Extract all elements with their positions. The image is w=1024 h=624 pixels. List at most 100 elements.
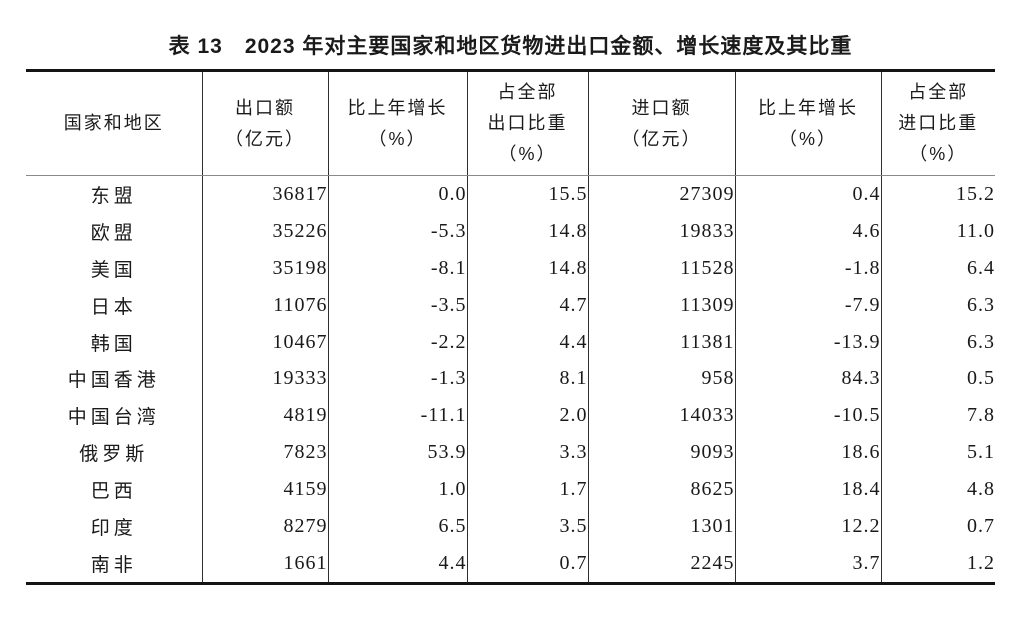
export-growth-cell: -1.3 bbox=[327, 360, 467, 398]
export-share-cell: 4.4 bbox=[466, 323, 588, 361]
export-share-cell: 3.3 bbox=[466, 434, 588, 472]
region-cell: 美国 bbox=[90, 259, 137, 281]
export-growth-cell: 4.4 bbox=[327, 544, 467, 584]
col-header-import-share-line1: 占全部 bbox=[908, 82, 969, 102]
import-value-cell: 1301 bbox=[587, 508, 735, 545]
table-row: 东盟 36817 0.0 15.5 27309 0.4 15.2 bbox=[26, 175, 995, 213]
col-header-import-growth-line1: 比上年增长 bbox=[758, 97, 858, 118]
col-header-import-growth: 比上年增长 （%） bbox=[734, 70, 881, 176]
table-title: 表 13 2023 年对主要国家和地区货物进出口金额、增长速度及其比重 bbox=[168, 35, 853, 58]
table-header: 国家和地区 出口额 （亿元） 比上年增长 （%） 占全部 出口比重 （%） 进口… bbox=[26, 70, 995, 176]
export-share-cell: 2.0 bbox=[466, 397, 588, 435]
region-cell: 中国台湾 bbox=[67, 407, 160, 429]
export-value-cell: 7823 bbox=[201, 434, 328, 472]
col-header-import-value-line2: （亿元） bbox=[621, 128, 702, 149]
region-cell: 日本 bbox=[90, 296, 137, 318]
region-cell: 中国香港 bbox=[67, 370, 160, 392]
import-share-cell: 15.2 bbox=[880, 175, 995, 213]
col-header-export-share-line3: （%） bbox=[498, 144, 557, 164]
export-growth-cell: -3.5 bbox=[327, 286, 467, 324]
col-header-export-growth-line1: 比上年增长 bbox=[347, 97, 448, 118]
trade-table: 国家和地区 出口额 （亿元） 比上年增长 （%） 占全部 出口比重 （%） 进口… bbox=[26, 69, 995, 585]
import-growth-cell: -1.8 bbox=[734, 249, 881, 287]
import-share-cell: 6.3 bbox=[880, 286, 995, 324]
export-growth-cell: 0.0 bbox=[327, 175, 467, 213]
import-share-cell: 0.5 bbox=[880, 360, 995, 398]
import-growth-cell: 4.6 bbox=[734, 212, 881, 250]
col-header-export-share-line2: 出口比重 bbox=[487, 113, 568, 133]
import-share-cell: 1.2 bbox=[880, 544, 995, 584]
col-header-import-share-line2: 进口比重 bbox=[898, 113, 979, 133]
table-row: 美国 35198 -8.1 14.8 11528 -1.8 6.4 bbox=[26, 249, 995, 287]
col-header-export-share-line1: 占全部 bbox=[497, 82, 558, 102]
import-value-cell: 8625 bbox=[587, 471, 735, 509]
import-value-cell: 958 bbox=[587, 360, 735, 398]
import-share-cell: 11.0 bbox=[880, 212, 995, 250]
export-share-cell: 8.1 bbox=[466, 360, 588, 398]
region-cell: 俄罗斯 bbox=[79, 444, 149, 466]
table-body: 东盟 36817 0.0 15.5 27309 0.4 15.2 欧盟 3522… bbox=[26, 175, 995, 584]
export-growth-cell: 53.9 bbox=[327, 434, 467, 472]
import-growth-cell: 18.4 bbox=[734, 471, 881, 509]
col-header-import-share-line3: （%） bbox=[909, 144, 968, 164]
region-cell: 印度 bbox=[90, 517, 137, 539]
header-row: 国家和地区 出口额 （亿元） 比上年增长 （%） 占全部 出口比重 （%） 进口… bbox=[26, 70, 995, 176]
col-header-import-value-line1: 进口额 bbox=[631, 97, 692, 118]
region-cell: 南非 bbox=[90, 554, 137, 576]
import-share-cell: 6.4 bbox=[880, 249, 995, 287]
export-share-cell: 15.5 bbox=[466, 175, 588, 213]
export-growth-cell: 1.0 bbox=[327, 471, 467, 509]
export-value-cell: 1661 bbox=[201, 544, 328, 584]
import-growth-cell: -7.9 bbox=[734, 286, 881, 324]
import-value-cell: 11381 bbox=[587, 323, 735, 361]
import-share-cell: 0.7 bbox=[880, 508, 995, 545]
table-row: 巴西 4159 1.0 1.7 8625 18.4 4.8 bbox=[26, 471, 995, 509]
col-header-import-growth-line2: （%） bbox=[778, 128, 837, 149]
export-share-cell: 3.5 bbox=[466, 508, 588, 545]
export-growth-cell: -5.3 bbox=[327, 212, 467, 250]
export-value-cell: 4819 bbox=[201, 397, 328, 435]
table-row: 中国台湾 4819 -11.1 2.0 14033 -10.5 7.8 bbox=[26, 397, 995, 435]
import-growth-cell: 3.7 bbox=[734, 544, 881, 584]
col-header-export-growth: 比上年增长 （%） bbox=[327, 70, 467, 176]
col-header-region: 国家和地区 bbox=[26, 70, 202, 176]
import-growth-cell: 84.3 bbox=[734, 360, 881, 398]
export-value-cell: 4159 bbox=[201, 471, 328, 509]
import-share-cell: 6.3 bbox=[880, 323, 995, 361]
export-value-cell: 19333 bbox=[201, 360, 328, 398]
import-growth-cell: -10.5 bbox=[734, 397, 881, 435]
col-header-export-value-line2: （亿元） bbox=[225, 128, 305, 149]
table-row: 日本 11076 -3.5 4.7 11309 -7.9 6.3 bbox=[26, 286, 995, 324]
table-row: 中国香港 19333 -1.3 8.1 958 84.3 0.5 bbox=[26, 360, 995, 398]
table-row: 俄罗斯 7823 53.9 3.3 9093 18.6 5.1 bbox=[26, 434, 995, 472]
table-row: 韩国 10467 -2.2 4.4 11381 -13.9 6.3 bbox=[26, 323, 995, 361]
import-value-cell: 19833 bbox=[587, 212, 735, 250]
import-share-cell: 4.8 bbox=[880, 471, 995, 509]
col-header-export-share: 占全部 出口比重 （%） bbox=[466, 70, 588, 176]
col-header-export-value: 出口额 （亿元） bbox=[201, 70, 328, 176]
table-row: 印度 8279 6.5 3.5 1301 12.2 0.7 bbox=[26, 508, 995, 545]
region-cell: 东盟 bbox=[90, 185, 137, 207]
import-value-cell: 27309 bbox=[587, 175, 735, 213]
export-growth-cell: 6.5 bbox=[327, 508, 467, 545]
import-value-cell: 9093 bbox=[587, 434, 735, 472]
export-share-cell: 14.8 bbox=[466, 249, 588, 287]
table-row: 欧盟 35226 -5.3 14.8 19833 4.6 11.0 bbox=[26, 212, 995, 250]
import-value-cell: 11309 bbox=[587, 286, 735, 324]
region-cell: 欧盟 bbox=[90, 222, 137, 244]
import-growth-cell: 18.6 bbox=[734, 434, 881, 472]
export-value-cell: 36817 bbox=[201, 175, 328, 213]
export-value-cell: 35226 bbox=[201, 212, 328, 250]
import-share-cell: 5.1 bbox=[880, 434, 995, 472]
import-value-cell: 2245 bbox=[587, 544, 735, 584]
export-growth-cell: -8.1 bbox=[327, 249, 467, 287]
export-share-cell: 4.7 bbox=[466, 286, 588, 324]
export-share-cell: 0.7 bbox=[466, 544, 588, 584]
export-share-cell: 1.7 bbox=[466, 471, 588, 509]
table-row: 南非 1661 4.4 0.7 2245 3.7 1.2 bbox=[26, 544, 995, 584]
export-share-cell: 14.8 bbox=[466, 212, 588, 250]
col-header-export-growth-line2: （%） bbox=[368, 128, 427, 149]
col-header-import-share: 占全部 进口比重 （%） bbox=[880, 70, 995, 176]
col-header-region-label: 国家和地区 bbox=[63, 113, 164, 133]
import-share-cell: 7.8 bbox=[880, 397, 995, 435]
